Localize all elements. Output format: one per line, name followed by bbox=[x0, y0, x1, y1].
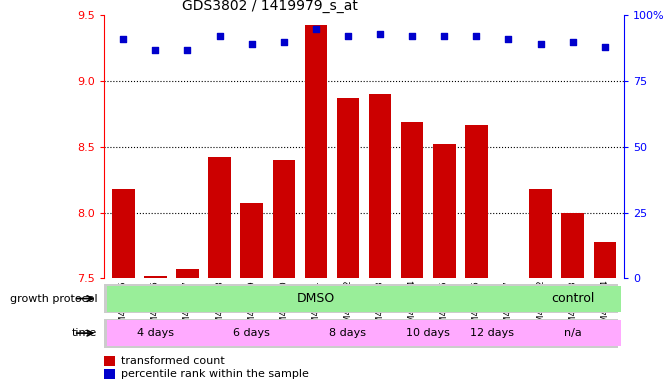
Text: control: control bbox=[551, 292, 595, 305]
Bar bbox=[369, 94, 391, 278]
Point bbox=[471, 33, 482, 40]
Text: 8 days: 8 days bbox=[329, 328, 366, 338]
Text: percentile rank within the sample: percentile rank within the sample bbox=[121, 369, 309, 379]
Bar bbox=[203, 320, 300, 346]
Bar bbox=[465, 124, 488, 278]
Point bbox=[150, 46, 161, 53]
Bar bbox=[433, 144, 456, 278]
Bar bbox=[594, 242, 616, 278]
Bar bbox=[144, 276, 166, 278]
Point bbox=[182, 46, 193, 53]
Point bbox=[439, 33, 450, 40]
Bar bbox=[305, 25, 327, 278]
Text: transformed count: transformed count bbox=[121, 356, 225, 366]
Bar bbox=[104, 369, 115, 379]
Bar bbox=[525, 320, 621, 346]
Bar bbox=[460, 320, 525, 346]
Point bbox=[246, 41, 257, 47]
Text: DMSO: DMSO bbox=[297, 292, 335, 305]
Point bbox=[599, 44, 610, 50]
Point bbox=[374, 31, 385, 37]
Text: growth protocol: growth protocol bbox=[9, 293, 97, 304]
Point bbox=[311, 25, 321, 31]
Text: 10 days: 10 days bbox=[406, 328, 450, 338]
Bar bbox=[107, 286, 525, 311]
Point bbox=[278, 39, 289, 45]
Bar bbox=[176, 269, 199, 278]
Bar bbox=[300, 320, 396, 346]
Text: GDS3802 / 1419979_s_at: GDS3802 / 1419979_s_at bbox=[182, 0, 358, 13]
Point bbox=[503, 36, 514, 42]
Bar bbox=[529, 189, 552, 278]
Point bbox=[214, 33, 225, 40]
Point bbox=[567, 39, 578, 45]
Bar bbox=[208, 157, 231, 278]
Bar bbox=[525, 286, 621, 311]
Bar bbox=[401, 122, 423, 278]
Bar bbox=[240, 204, 263, 278]
Text: 4 days: 4 days bbox=[137, 328, 174, 338]
Text: n/a: n/a bbox=[564, 328, 582, 338]
Bar bbox=[337, 98, 359, 278]
Point bbox=[343, 33, 354, 40]
Text: 12 days: 12 days bbox=[470, 328, 515, 338]
Bar bbox=[112, 189, 134, 278]
Bar bbox=[104, 356, 115, 366]
Point bbox=[407, 33, 417, 40]
Point bbox=[118, 36, 129, 42]
Bar bbox=[562, 213, 584, 278]
Bar bbox=[107, 320, 203, 346]
Text: time: time bbox=[72, 328, 97, 338]
Bar bbox=[272, 160, 295, 278]
Text: 6 days: 6 days bbox=[234, 328, 270, 338]
Point bbox=[535, 41, 546, 47]
Bar bbox=[396, 320, 460, 346]
